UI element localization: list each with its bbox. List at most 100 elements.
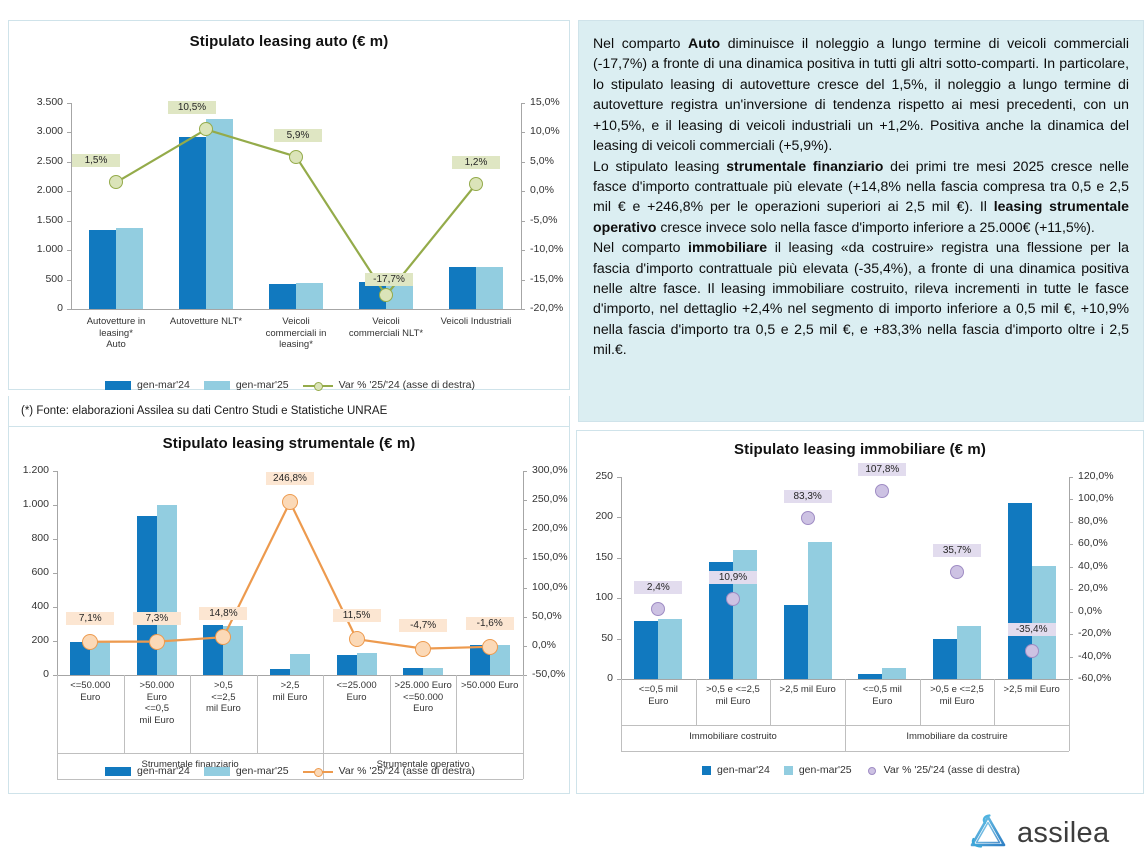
legend-swatch-25 <box>203 380 230 390</box>
cat-separator <box>190 675 192 753</box>
var-series-marker <box>199 122 213 137</box>
x-axis-category-label: <=50.000 Euro <box>70 680 111 703</box>
chart-legend-auto: gen-mar'24 gen-mar'25 Var % '25/'24 (ass… <box>9 376 571 394</box>
bar-gen-mar-25 <box>733 549 757 679</box>
bar-gen-mar-25 <box>290 653 310 675</box>
var-series-marker <box>481 638 498 655</box>
y-axis-tick-label-right: -5,0% <box>530 213 558 226</box>
y-axis-tick-label-right: 120,0% <box>1078 470 1114 482</box>
assilea-triangle-logo-icon <box>968 813 1008 854</box>
var-series-data-label: 1,5% <box>72 154 120 168</box>
bar-gen-mar-24 <box>70 641 91 675</box>
group-box-bottom <box>57 779 523 780</box>
cat-box-edge <box>621 679 622 751</box>
var-series-data-label: 35,7% <box>933 543 981 557</box>
legend-label-var: Var % '25/'24 (asse di destra) <box>338 765 475 777</box>
y-axis-tick-label-right: -10,0% <box>530 243 564 256</box>
legend-label-24: gen-mar'24 <box>137 379 190 391</box>
y-axis-tick-right <box>1069 634 1073 636</box>
y-axis-tick-left <box>67 220 71 222</box>
legend-swatch-24 <box>105 380 132 390</box>
group-box-bottom <box>621 751 1069 752</box>
commentary-paragraph-3: Nel comparto immobiliare il leasing «da … <box>593 239 1129 358</box>
var-series-data-label: 7,3% <box>132 611 181 625</box>
bar-gen-mar-25 <box>90 641 111 675</box>
var-series-data-label: -35,4% <box>1007 623 1056 637</box>
y-axis-tick-right <box>1069 477 1073 478</box>
legend-label-25: gen-mar'25 <box>235 765 289 777</box>
cat-separator <box>456 675 458 753</box>
x-axis <box>57 675 523 676</box>
plot-area-strumentale: 1.200 1.000 800 600 400 200 0 300,0% 250,0% 200,0… <box>9 427 571 795</box>
legend-swatch-var-line <box>302 767 333 777</box>
y-axis-tick-label-right: -15,0% <box>530 272 564 285</box>
var-series-data-label: -1,6% <box>465 616 514 630</box>
legend-item-gen-mar-24: gen-mar'24 <box>105 379 190 391</box>
y-axis-tick-right <box>1069 589 1073 591</box>
y-axis-tick-label-left: 0 <box>607 672 613 684</box>
var-series-marker <box>950 564 964 579</box>
y-axis-tick-left <box>53 505 57 506</box>
x-axis-group-label: Immobiliare da costruire <box>906 731 1008 742</box>
var-series-marker <box>215 629 232 646</box>
y-axis-tick-right <box>521 191 525 193</box>
y-axis-tick-label-right: 200,0% <box>532 522 568 535</box>
x-axis-category-label: <=0,5 mil Euro <box>862 684 902 707</box>
y-axis-tick-left <box>67 161 71 163</box>
y-axis-tick-right <box>521 279 525 281</box>
y-axis-tick-label-right: 300,0% <box>532 464 568 476</box>
legend-item-var: Var % '25/'24 (asse di destra) <box>302 765 475 777</box>
bar-gen-mar-25 <box>356 652 377 675</box>
y-axis-tick-right <box>1069 544 1073 546</box>
bar-gen-mar-25 <box>423 668 444 675</box>
y-axis-tick-left <box>53 675 57 676</box>
commentary-paragraph-2: Lo stipulato leasing strumentale finanzi… <box>593 157 1129 235</box>
y-axis-tick-label-right: -40,0% <box>1078 649 1112 662</box>
legend-swatch-24 <box>702 765 712 775</box>
y-axis-tick-label-right: -60,0% <box>1078 672 1112 684</box>
y-axis-tick-label-right: 50,0% <box>532 609 562 622</box>
y-axis-tick-label-left: 1.000 <box>22 498 49 510</box>
y-axis-right <box>523 471 524 675</box>
y-axis-tick-label-left: 2.500 <box>36 154 63 167</box>
y-axis-tick-label-left: 50 <box>601 631 613 644</box>
x-axis-category-label: Autovetture in leasing* Auto <box>86 316 146 351</box>
y-axis-tick-left <box>67 103 71 104</box>
var-series-data-label: 11,5% <box>332 609 381 623</box>
bar-gen-mar-24 <box>933 639 957 679</box>
bar-gen-mar-24 <box>269 284 296 309</box>
cat-separator <box>389 675 391 753</box>
y-axis-tick-label-left: 800 <box>31 532 49 544</box>
bar-gen-mar-24 <box>89 229 116 309</box>
y-axis-tick-label-right: 60,0% <box>1078 537 1108 550</box>
y-axis-right <box>521 103 522 309</box>
y-axis-tick-label-left: 3.500 <box>36 96 63 108</box>
legend-item-var: Var % '25/'24 (asse di destra) <box>302 379 475 391</box>
y-axis-tick-right <box>523 471 527 472</box>
bar-gen-mar-24 <box>858 674 883 679</box>
y-axis-tick-right <box>1069 611 1073 613</box>
y-axis-tick-label-left: 2.000 <box>36 184 63 197</box>
y-axis-tick-label-right: 0,0% <box>532 638 556 651</box>
bar-gen-mar-24 <box>783 604 808 679</box>
chart-panel-strumentale: Stipulato leasing strumentale (€ m) 1.20… <box>8 426 570 794</box>
chart-legend-immobiliare: gen-mar'24 gen-mar'25 Var % '25/'24 (ass… <box>577 761 1144 779</box>
y-axis-tick-label-right: -20,0% <box>530 302 564 314</box>
cat-box-edge <box>523 675 524 779</box>
brand-logo: assilea <box>968 812 1144 854</box>
footnote-source: (*) Fonte: elaborazioni Assilea su dati … <box>8 396 570 426</box>
y-axis-tick-label-right: 100,0% <box>1078 492 1114 505</box>
legend-item-gen-mar-24: gen-mar'24 <box>702 764 770 776</box>
y-axis-tick-left <box>67 132 71 134</box>
y-axis-tick-left <box>617 517 621 519</box>
y-axis-tick-label-right: 250,0% <box>532 493 568 506</box>
bar-gen-mar-25 <box>156 504 177 675</box>
y-axis-tick-left <box>67 250 71 252</box>
y-axis-tick-left <box>617 598 621 600</box>
y-axis-tick-right <box>521 103 525 104</box>
var-series-data-label: 5,9% <box>274 128 322 142</box>
y-axis-tick-label-right: 100,0% <box>532 580 568 593</box>
cat-separator <box>256 675 258 753</box>
var-series-marker <box>148 633 165 650</box>
var-series-marker <box>1024 644 1039 659</box>
